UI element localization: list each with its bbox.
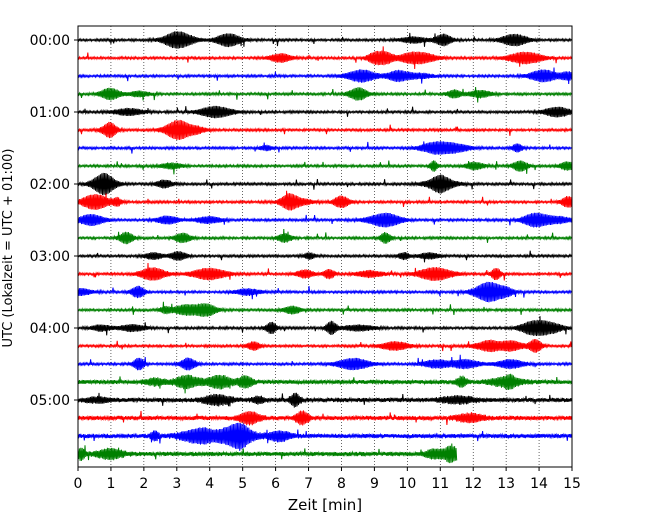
trace-row-0530	[77, 422, 572, 451]
trace-row-0115	[77, 119, 572, 140]
x-tick-label: 12	[464, 476, 482, 492]
trace-row-0015	[77, 46, 572, 69]
x-tick-label: 9	[370, 476, 379, 492]
trace-row-0145	[77, 160, 572, 175]
trace-row-0400	[77, 316, 572, 337]
trace-row-0215	[77, 190, 572, 211]
plot-frame	[77, 25, 573, 468]
trace-row-0500	[77, 392, 572, 408]
trace-row-0445	[77, 373, 572, 394]
x-tick-label: 13	[497, 476, 515, 492]
trace-row-0515	[77, 410, 572, 426]
y-axis-ticks: 00:00 01:00 02:00 03:00 04:00 05:00	[30, 33, 78, 409]
y-tick-label: 05:00	[30, 393, 70, 409]
y-tick-label: 03:00	[30, 249, 70, 265]
trace-row-0330	[77, 281, 572, 303]
x-tick-label: 11	[431, 476, 449, 492]
x-tick-label: 1	[106, 476, 115, 492]
trace-row-0245	[77, 228, 572, 245]
trace-row-0415	[77, 339, 572, 353]
x-tick-label: 7	[304, 476, 313, 492]
trace-row-0045	[77, 87, 572, 103]
x-tick-label: 5	[238, 476, 247, 492]
x-tick-label: 0	[74, 476, 83, 492]
trace-row-0000	[77, 31, 572, 49]
plot-background	[78, 26, 572, 467]
trace-row-0100	[77, 105, 572, 119]
y-axis-label: UTC (Lokalzeit = UTC + 01:00)	[1, 149, 16, 348]
trace-row-0030	[77, 67, 572, 85]
x-axis-ticks: 0 1 2 3 4 5 6 7 8 9 10 11 12 13 14 15	[74, 467, 581, 492]
x-tick-label: 14	[530, 476, 548, 492]
y-tick-label: 04:00	[30, 321, 70, 337]
trace-row-0545	[77, 443, 458, 464]
trace-row-0130	[77, 141, 572, 155]
seismic-traces	[77, 31, 572, 464]
trace-row-0430	[77, 354, 572, 371]
x-tick-label: 15	[563, 476, 581, 492]
x-tick-label: 3	[172, 476, 181, 492]
x-tick-label: 10	[398, 476, 416, 492]
x-tick-label: 6	[271, 476, 280, 492]
trace-row-0315	[77, 262, 572, 281]
x-tick-label: 8	[337, 476, 346, 492]
trace-row-0345	[77, 301, 572, 317]
trace-row-0230	[77, 212, 572, 228]
y-tick-label: 01:00	[30, 105, 70, 121]
x-tick-label: 4	[205, 476, 214, 492]
x-tick-label: 2	[139, 476, 148, 492]
trace-row-0200	[77, 172, 572, 195]
x-axis-label: Zeit [min]	[288, 496, 362, 514]
y-tick-label: 02:00	[30, 177, 70, 193]
trace-row-0300	[77, 250, 572, 263]
y-tick-label: 00:00	[30, 33, 70, 49]
